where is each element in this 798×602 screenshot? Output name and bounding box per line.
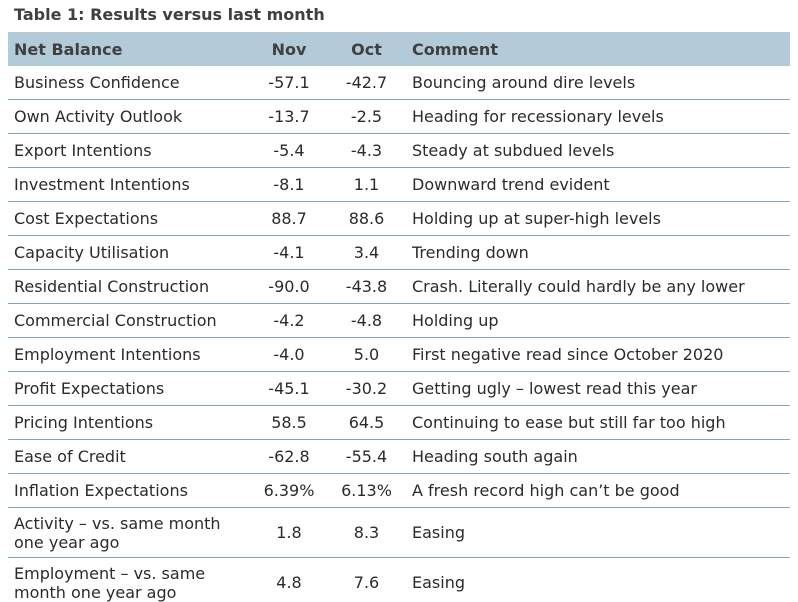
table-row: Own Activity Outlook -13.7 -2.5 Heading … <box>8 99 790 134</box>
row-oct-value: 64.5 <box>327 405 406 440</box>
row-nov-value: 6.39% <box>251 473 327 508</box>
row-comment: First negative read since October 2020 <box>406 337 790 372</box>
row-label: Activity – vs. same month one year ago <box>8 507 251 558</box>
table-row: Ease of Credit -62.8 -55.4 Heading south… <box>8 439 790 474</box>
table-row: Activity – vs. same month one year ago 1… <box>8 507 790 558</box>
row-nov-value: -45.1 <box>251 371 327 406</box>
row-oct-value: -43.8 <box>327 269 406 304</box>
table-header-row: Net Balance Nov Oct Comment <box>8 32 790 66</box>
table-row: Employment Intentions -4.0 5.0 First neg… <box>8 337 790 372</box>
table-row: Inflation Expectations 6.39% 6.13% A fre… <box>8 473 790 508</box>
row-comment: Getting ugly – lowest read this year <box>406 371 790 406</box>
header-nov: Nov <box>271 39 307 59</box>
row-nov-value: 58.5 <box>251 405 327 440</box>
row-comment: Trending down <box>406 235 790 270</box>
table-row: Business Confidence -57.1 -42.7 Bouncing… <box>8 66 790 100</box>
row-oct-value: -30.2 <box>327 371 406 406</box>
row-comment: Continuing to ease but still far too hig… <box>406 405 790 440</box>
table-row: Residential Construction -90.0 -43.8 Cra… <box>8 269 790 304</box>
row-oct-value: 8.3 <box>327 507 406 558</box>
row-comment: Easing <box>406 557 790 602</box>
row-label: Residential Construction <box>8 269 251 304</box>
table-title: Table 1: Results versus last month <box>14 5 325 24</box>
row-comment: Bouncing around dire levels <box>406 66 790 100</box>
row-oct-value: 1.1 <box>327 167 406 202</box>
row-nov-value: -5.4 <box>251 133 327 168</box>
row-label: Employment Intentions <box>8 337 251 372</box>
row-oct-value: -42.7 <box>327 66 406 100</box>
row-oct-value: -55.4 <box>327 439 406 474</box>
header-net-balance: Net Balance <box>14 39 123 59</box>
header-comment: Comment <box>412 39 498 59</box>
row-label: Cost Expectations <box>8 201 251 236</box>
row-oct-value: -4.8 <box>327 303 406 338</box>
table-row: Commercial Construction -4.2 -4.8 Holdin… <box>8 303 790 338</box>
row-comment: Easing <box>406 507 790 558</box>
table-row: Export Intentions -5.4 -4.3 Steady at su… <box>8 133 790 168</box>
row-oct-value: 7.6 <box>327 557 406 602</box>
row-nov-value: -57.1 <box>251 66 327 100</box>
row-nov-value: -90.0 <box>251 269 327 304</box>
results-table: Net Balance Nov Oct Comment Business Con… <box>8 32 790 602</box>
row-oct-value: 88.6 <box>327 201 406 236</box>
row-label: Employment – vs. same month one year ago <box>8 557 251 602</box>
header-oct: Oct <box>351 39 382 59</box>
row-label: Inflation Expectations <box>8 473 251 508</box>
row-label: Business Confidence <box>8 66 251 100</box>
row-nov-value: 1.8 <box>251 507 327 558</box>
row-nov-value: -8.1 <box>251 167 327 202</box>
row-comment: A fresh record high can’t be good <box>406 473 790 508</box>
row-comment: Heading south again <box>406 439 790 474</box>
row-label: Own Activity Outlook <box>8 99 251 134</box>
row-nov-value: -13.7 <box>251 99 327 134</box>
table-row: Capacity Utilisation -4.1 3.4 Trending d… <box>8 235 790 270</box>
row-nov-value: 88.7 <box>251 201 327 236</box>
row-label: Pricing Intentions <box>8 405 251 440</box>
row-label: Investment Intentions <box>8 167 251 202</box>
row-label: Capacity Utilisation <box>8 235 251 270</box>
row-comment: Heading for recessionary levels <box>406 99 790 134</box>
row-nov-value: 4.8 <box>251 557 327 602</box>
row-nov-value: -4.2 <box>251 303 327 338</box>
row-nov-value: -62.8 <box>251 439 327 474</box>
row-nov-value: -4.0 <box>251 337 327 372</box>
row-comment: Downward trend evident <box>406 167 790 202</box>
row-comment: Steady at subdued levels <box>406 133 790 168</box>
row-oct-value: 5.0 <box>327 337 406 372</box>
row-oct-value: 3.4 <box>327 235 406 270</box>
table-row: Cost Expectations 88.7 88.6 Holding up a… <box>8 201 790 236</box>
row-label: Commercial Construction <box>8 303 251 338</box>
row-nov-value: -4.1 <box>251 235 327 270</box>
row-label: Profit Expectations <box>8 371 251 406</box>
table-row: Employment – vs. same month one year ago… <box>8 557 790 602</box>
row-label: Export Intentions <box>8 133 251 168</box>
row-oct-value: -4.3 <box>327 133 406 168</box>
table-row: Profit Expectations -45.1 -30.2 Getting … <box>8 371 790 406</box>
row-comment: Holding up <box>406 303 790 338</box>
row-comment: Crash. Literally could hardly be any low… <box>406 269 790 304</box>
row-oct-value: 6.13% <box>327 473 406 508</box>
row-oct-value: -2.5 <box>327 99 406 134</box>
row-label: Ease of Credit <box>8 439 251 474</box>
table-row: Pricing Intentions 58.5 64.5 Continuing … <box>8 405 790 440</box>
row-comment: Holding up at super-high levels <box>406 201 790 236</box>
table-row: Investment Intentions -8.1 1.1 Downward … <box>8 167 790 202</box>
